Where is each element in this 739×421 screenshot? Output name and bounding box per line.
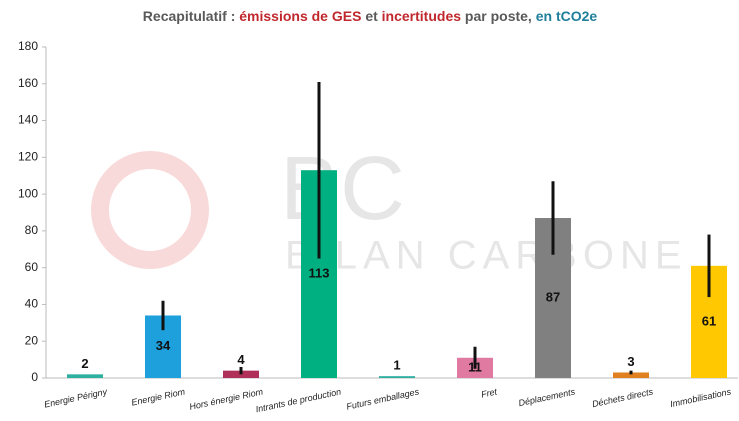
x-tick-label: Déchets directs xyxy=(591,386,654,409)
data-label: 1 xyxy=(393,358,400,373)
title-segment: incertitudes xyxy=(382,8,462,24)
data-label: 113 xyxy=(309,266,330,281)
bar xyxy=(379,376,415,378)
watermark-text: BILAN CARBONE xyxy=(285,234,688,278)
y-tick-label: 0 xyxy=(31,370,38,384)
bar xyxy=(613,372,649,378)
watermark-text: BC xyxy=(280,139,405,239)
x-tick-label: Intrants de production xyxy=(255,386,342,414)
title-segment: et xyxy=(361,8,381,24)
x-tick-label: Déplacements xyxy=(518,386,577,408)
y-tick-label: 120 xyxy=(18,150,38,164)
data-label: 11 xyxy=(468,359,482,374)
x-tick-label: Energie Riom xyxy=(130,386,186,407)
y-tick-label: 80 xyxy=(25,223,39,237)
x-tick-label: Immobilisations xyxy=(669,386,732,409)
chart-title: Recapitulatif : émissions de GES et ince… xyxy=(143,8,598,24)
y-tick-label: 100 xyxy=(18,186,38,200)
y-tick-label: 180 xyxy=(18,39,38,53)
y-tick-label: 140 xyxy=(18,113,38,127)
data-label: 4 xyxy=(237,352,245,367)
title-segment: par poste, xyxy=(461,8,536,24)
title-segment: émissions de GES xyxy=(239,8,361,24)
x-tick-label: Energie Périgny xyxy=(43,386,108,409)
data-label: 61 xyxy=(702,313,716,328)
bar xyxy=(67,374,103,378)
title-segment: Recapitulatif : xyxy=(143,8,239,24)
data-label: 87 xyxy=(546,289,560,304)
watermark: BC BILAN CARBONE xyxy=(91,139,688,278)
x-tick-label: Fret xyxy=(480,386,498,399)
data-label: 2 xyxy=(81,356,88,371)
x-tick-label: Futurs emballages xyxy=(345,386,420,411)
data-label: 34 xyxy=(156,338,171,353)
title-segment: en tCO2e xyxy=(536,8,598,24)
y-tick-label: 20 xyxy=(25,333,39,347)
x-tick-label: Hors énergie Riom xyxy=(188,386,264,411)
watermark-logo xyxy=(91,151,209,269)
y-tick-label: 40 xyxy=(25,297,39,311)
y-tick-label: 60 xyxy=(25,260,39,274)
data-label: 3 xyxy=(627,354,634,369)
y-tick-label: 160 xyxy=(18,76,38,90)
